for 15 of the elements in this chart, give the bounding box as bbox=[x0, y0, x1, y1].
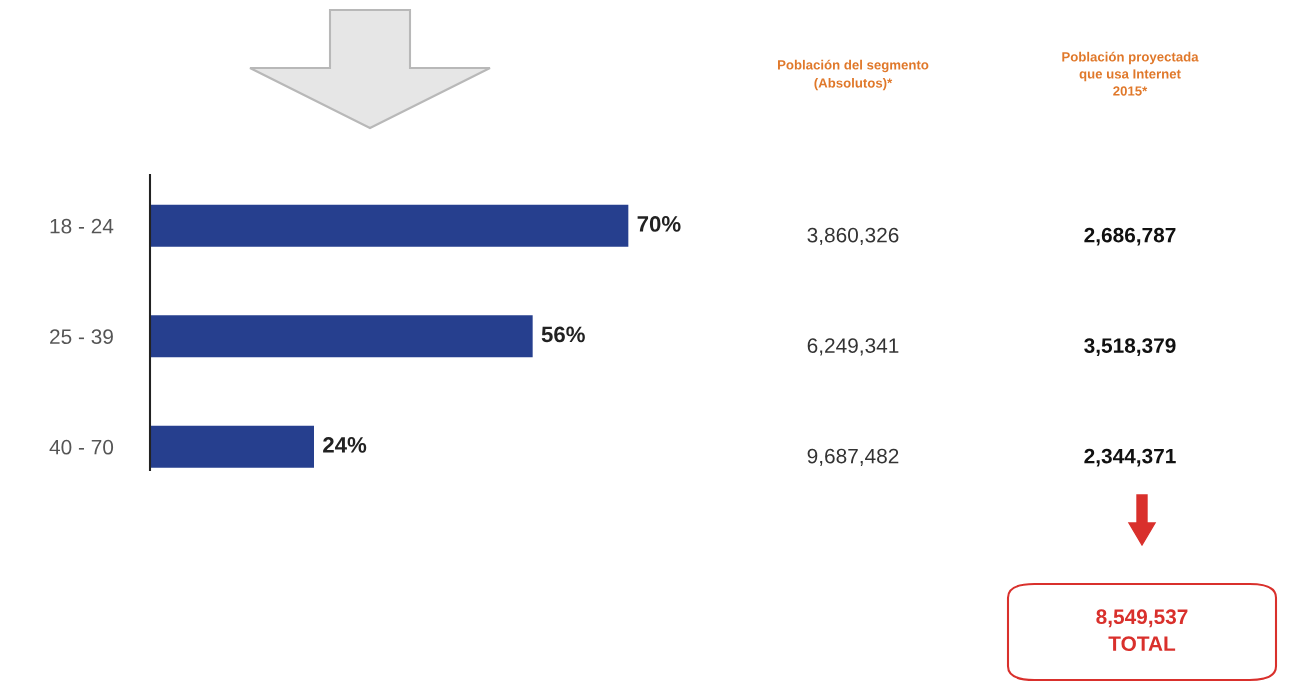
text: 2,344,371 bbox=[1084, 448, 1176, 467]
y-tick-label: 18 - 24 bbox=[50, 218, 114, 234]
text: 3,860,326 bbox=[807, 227, 899, 245]
text: 6,249,341 bbox=[807, 338, 899, 356]
text: Población del segmento (Absolutos)* bbox=[778, 59, 929, 91]
text: 2,686,787 bbox=[1084, 227, 1176, 246]
text: 8,549,537 TOTAL bbox=[1096, 609, 1188, 652]
text: 3,518,379 bbox=[1084, 338, 1176, 356]
text: 9,687,482 bbox=[807, 448, 899, 466]
text: Población proyectada que usa Internet 2015* bbox=[1062, 51, 1199, 96]
y-tick-label: 40 - 70 bbox=[49, 439, 114, 455]
data-label: 24% bbox=[323, 437, 367, 453]
data-label: 70% bbox=[637, 216, 681, 232]
y-tick-label: 25 - 39 bbox=[50, 329, 113, 345]
data-label: 56% bbox=[541, 326, 585, 343]
